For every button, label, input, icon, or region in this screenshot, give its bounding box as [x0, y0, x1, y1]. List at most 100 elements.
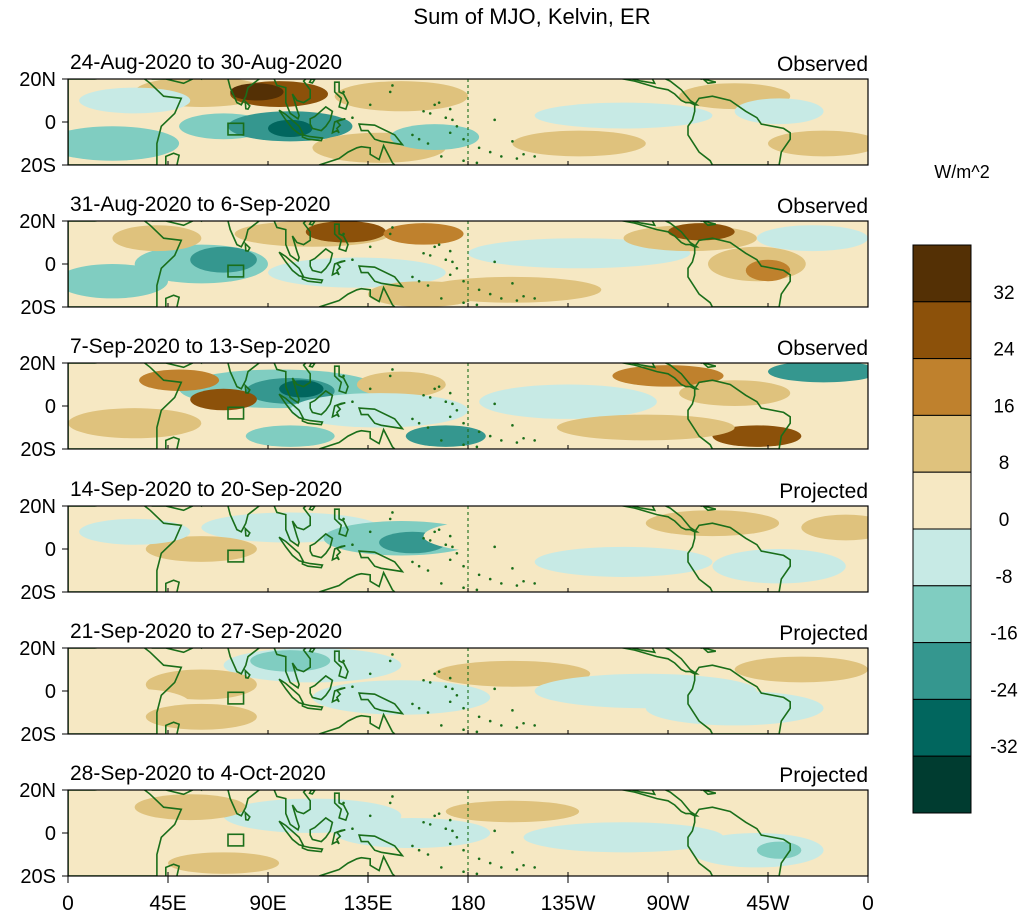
island — [448, 107, 452, 111]
island — [351, 400, 354, 403]
anomaly-blob — [334, 817, 491, 849]
map-panel: 20N 0 20S 21-Sep-2020 to 27-Sep-2020 Project… — [19, 620, 869, 746]
panel-status: Projected — [779, 480, 868, 503]
island — [500, 724, 503, 727]
map-panel: 20N 0 20S 24-Aug-2020 to 30-Aug-2020 Observe… — [19, 51, 869, 177]
colorbar-tick-label: 16 — [993, 396, 1014, 417]
lat-tick-label: 20N — [19, 780, 56, 802]
island — [411, 417, 414, 421]
coastline — [357, 123, 405, 146]
lon-tick-label: 90E — [249, 892, 286, 915]
anomaly-blob — [479, 384, 657, 419]
island — [351, 258, 354, 261]
panel-period: 7-Sep-2020 to 13-Sep-2020 — [70, 335, 330, 358]
coastline — [165, 436, 181, 449]
colorbar-swatch — [912, 244, 972, 303]
figure-title: Sum of MJO, Kelvin, ER — [413, 4, 650, 29]
island — [411, 275, 414, 279]
island — [351, 685, 354, 688]
island — [351, 827, 354, 830]
anomaly-blob — [668, 223, 735, 241]
island — [448, 273, 452, 277]
anomaly-field — [68, 790, 868, 876]
map-panels: 20N 0 20S 24-Aug-2020 to 30-Aug-2020 Observe… — [19, 51, 869, 888]
island — [451, 829, 454, 833]
island — [522, 294, 525, 298]
island — [515, 441, 519, 444]
anomaly-blob — [612, 365, 724, 387]
coastline — [301, 702, 324, 711]
island — [533, 439, 536, 442]
island — [433, 387, 436, 391]
map-panel: 20N 0 20S 31-Aug-2020 to 6-Sep-2020 Observed — [19, 193, 869, 319]
coastline — [318, 143, 396, 165]
island — [411, 133, 414, 137]
anomaly-blob — [68, 264, 168, 299]
island — [428, 112, 432, 115]
anomaly-blob — [250, 650, 331, 672]
anomaly-blob — [534, 102, 713, 129]
coastline — [244, 668, 251, 679]
island — [368, 814, 372, 818]
anomaly-blob — [405, 425, 486, 447]
island — [368, 387, 372, 391]
coastline — [165, 294, 181, 307]
coastline — [278, 678, 306, 706]
coastline — [619, 506, 700, 533]
island — [455, 409, 459, 412]
coastline — [244, 810, 251, 821]
island — [475, 730, 479, 734]
island — [422, 536, 425, 540]
lon-tick-label: 45E — [149, 892, 186, 915]
island — [475, 872, 479, 876]
coastline — [301, 417, 324, 426]
island — [462, 564, 465, 568]
island — [444, 400, 448, 403]
island — [444, 685, 448, 688]
anomaly-blob — [756, 841, 802, 859]
island — [426, 142, 430, 145]
anomaly-blob — [801, 514, 868, 541]
lat-tick-label: 20N — [19, 211, 56, 233]
coastline — [698, 790, 706, 791]
coastline — [301, 560, 324, 569]
island — [533, 866, 536, 869]
coastlines — [68, 648, 791, 734]
anomaly-blob — [79, 518, 191, 545]
coastline — [619, 648, 700, 675]
island — [448, 700, 452, 704]
coastline — [619, 79, 700, 106]
coastline — [151, 648, 203, 654]
lat-tick-label: 20S — [20, 582, 56, 604]
coastline — [698, 363, 706, 364]
island — [475, 303, 479, 307]
coastline — [278, 251, 306, 279]
coastline — [687, 664, 791, 734]
colorbar-swatch — [912, 471, 972, 530]
island — [451, 545, 454, 549]
coastline — [301, 133, 324, 142]
lat-tick-label: 20N — [19, 496, 56, 518]
coastline — [68, 790, 183, 876]
anomaly-blob — [712, 425, 802, 447]
anomaly-blob — [230, 83, 284, 101]
island — [455, 267, 459, 270]
island — [511, 851, 514, 854]
island — [533, 724, 536, 727]
coastline — [151, 506, 203, 512]
coastline — [273, 790, 311, 832]
reference-box — [227, 691, 245, 705]
island — [433, 245, 436, 249]
coastline — [226, 221, 261, 248]
island — [500, 582, 503, 585]
island — [448, 558, 452, 562]
island — [391, 368, 394, 371]
coastline — [336, 210, 339, 217]
island — [433, 530, 436, 534]
coastlines — [68, 363, 791, 449]
island — [422, 393, 425, 397]
island — [462, 443, 465, 446]
island — [422, 109, 425, 113]
island — [433, 103, 436, 107]
coastline — [309, 247, 334, 274]
